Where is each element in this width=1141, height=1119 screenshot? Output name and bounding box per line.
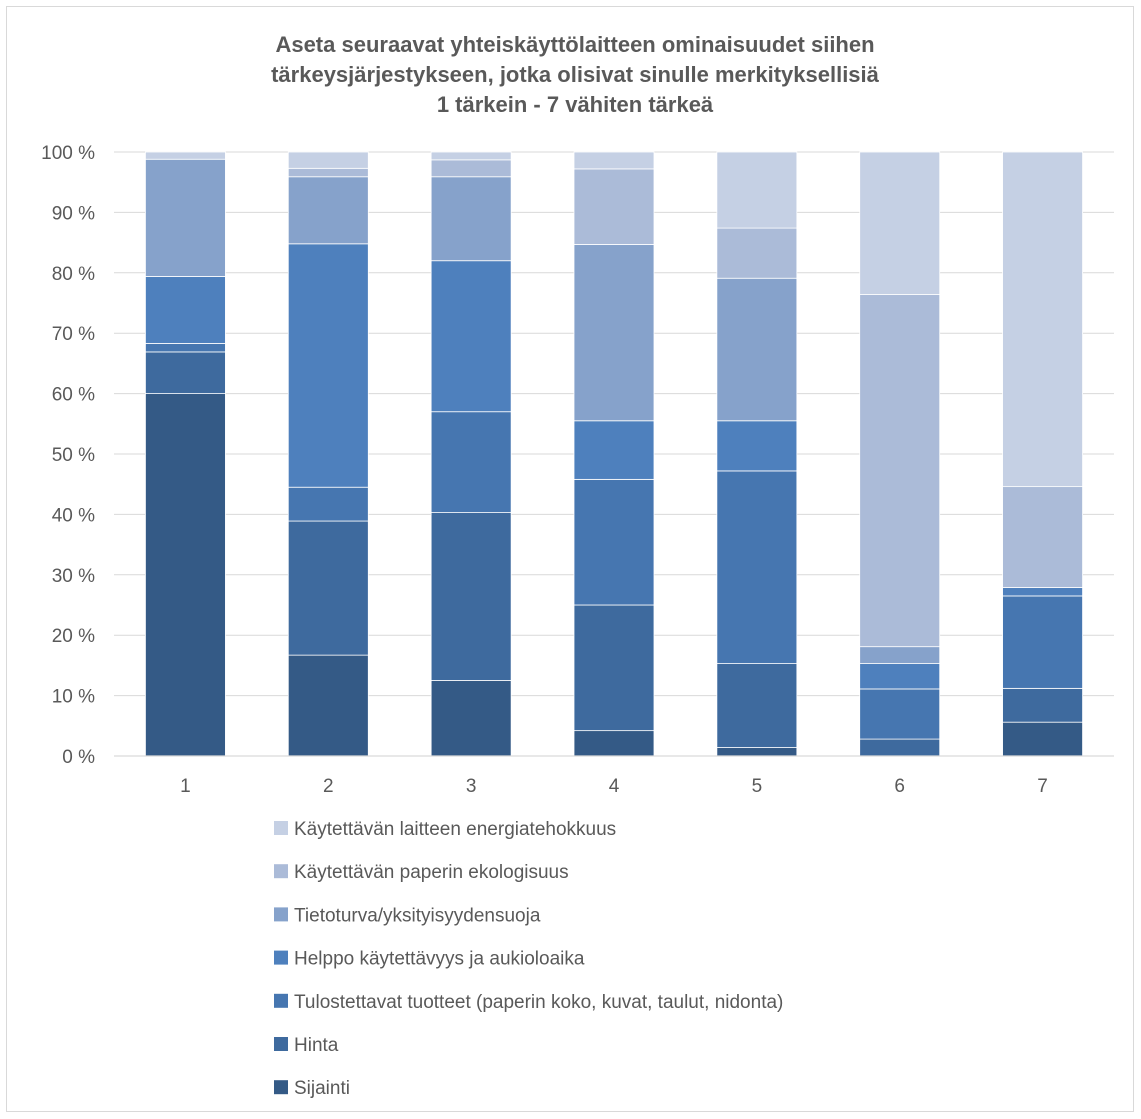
bar-segment-2-s2 — [287, 486, 369, 522]
legend-label: Helppo käytettävyys ja aukioloaika — [294, 949, 585, 970]
bar-segment-4-s1 — [573, 604, 655, 732]
bar-segment-5-s5 — [716, 227, 798, 279]
legend-swatch — [274, 864, 288, 879]
x-axis: 1 2 3 4 5 6 7 — [114, 755, 1114, 797]
bar-segment-3-s6 — [430, 151, 512, 161]
legend-label: Käytettävän paperin ekologisuus — [294, 862, 569, 883]
x-tick-label: 5 — [752, 776, 763, 797]
bars — [145, 151, 1083, 757]
bar-segment-1-s2 — [145, 343, 226, 353]
x-tick-label: 3 — [466, 776, 477, 797]
bar-segment-6-s6 — [859, 151, 941, 295]
bar-segment-3-s3 — [430, 260, 512, 413]
bar-segment-4-s6 — [573, 151, 655, 170]
legend-label: Tulostettavat tuotteet (paperin koko, ku… — [294, 992, 783, 1013]
chart-title: Aseta seuraavat yhteiskäyttölaitteen omi… — [271, 32, 880, 117]
bar-segment-3-s5 — [430, 159, 512, 178]
legend-item: Helppo käytettävyys ja aukioloaika — [274, 949, 585, 970]
bar-segment-2-s0 — [287, 654, 369, 757]
bar-segment-2-s6 — [287, 151, 369, 169]
y-tick-label: 10 % — [52, 687, 95, 708]
legend-item: Tietoturva/yksityisyydensuoja — [274, 905, 541, 926]
bar-segment-3-s1 — [430, 512, 512, 681]
bar-segment-6-s3 — [859, 663, 941, 690]
bar-segment-5-s2 — [716, 470, 798, 664]
bar-segment-1-s0 — [145, 393, 226, 757]
legend-item: Käytettävän paperin ekologisuus — [274, 862, 569, 883]
bar-segment-1-s3 — [145, 276, 226, 344]
legend-swatch — [274, 821, 288, 835]
bar-segment-2-s5 — [287, 167, 369, 178]
legend-swatch — [274, 950, 288, 965]
bar-segment-6-s4 — [859, 646, 941, 664]
bar-segment-1-s1 — [145, 351, 226, 395]
y-tick-label: 100 % — [41, 143, 95, 164]
y-tick-label: 50 % — [52, 445, 95, 466]
x-tick-label: 2 — [323, 776, 334, 797]
chart-title-line-2: tärkeysjärjestykseen, jotka olisivat sin… — [271, 62, 880, 87]
bar-segment-4-s5 — [573, 168, 655, 245]
bar-segment-1-s4 — [145, 158, 226, 277]
legend-swatch — [274, 993, 288, 1008]
bar-segment-6-s1 — [859, 738, 941, 757]
bar-segment-6-s5 — [859, 294, 941, 648]
bar-segment-2-s1 — [287, 520, 369, 656]
y-tick-label: 60 % — [52, 385, 95, 406]
legend: Käytettävän laitteen energiatehokkuus Käy… — [274, 819, 783, 1099]
bar-segment-5-s1 — [716, 663, 798, 748]
legend-item: Tulostettavat tuotteet (paperin koko, ku… — [274, 992, 783, 1013]
bar-segment-4-s0 — [573, 730, 655, 757]
x-tick-label: 6 — [894, 776, 905, 797]
chart-title-line-1: Aseta seuraavat yhteiskäyttölaitteen omi… — [275, 32, 874, 57]
bar-segment-4-s3 — [573, 420, 655, 480]
legend-swatch — [274, 907, 288, 922]
bar-segment-2-s3 — [287, 243, 369, 488]
bar-segment-7-s2 — [1002, 595, 1083, 689]
legend-item: Käytettävän laitteen energiatehokkuus — [274, 819, 616, 840]
legend-swatch — [274, 1037, 288, 1051]
legend-label: Hinta — [294, 1035, 339, 1056]
x-tick-label: 7 — [1037, 776, 1048, 797]
y-axis: 0 % 10 % 20 % 30 % 40 % 50 % 60 % 70 % 80 % 90 % 1… — [41, 143, 95, 768]
y-tick-label: 80 % — [52, 264, 95, 285]
bar-segment-3-s2 — [430, 411, 512, 513]
bar-segment-7-s0 — [1002, 721, 1083, 757]
y-tick-label: 30 % — [52, 566, 95, 587]
bar-segment-5-s4 — [716, 277, 798, 422]
bar-segment-7-s5 — [1002, 486, 1083, 588]
y-tick-label: 70 % — [52, 324, 95, 345]
bar-segment-4-s4 — [573, 244, 655, 422]
bar-segment-5-s0 — [716, 747, 798, 757]
bar-segment-1-s6 — [145, 151, 226, 160]
bar-segment-5-s6 — [716, 151, 798, 229]
bar-segment-7-s6 — [1002, 151, 1083, 488]
bar-segment-5-s3 — [716, 420, 798, 472]
legend-label: Käytettävän laitteen energiatehokkuus — [294, 819, 616, 840]
y-tick-label: 40 % — [52, 505, 95, 526]
legend-item: Hinta — [274, 1035, 339, 1056]
y-tick-label: 20 % — [52, 626, 95, 647]
y-tick-label: 90 % — [52, 203, 95, 224]
x-tick-label: 1 — [180, 776, 191, 797]
bar-segment-6-s2 — [859, 688, 941, 740]
legend-label: Sijainti — [294, 1078, 350, 1099]
x-tick-label: 4 — [609, 776, 620, 797]
bar-segment-2-s4 — [287, 176, 369, 245]
bar-segment-4-s2 — [573, 478, 655, 606]
bar-segment-3-s4 — [430, 176, 512, 262]
bar-segment-3-s0 — [430, 680, 512, 757]
bar-segment-7-s3 — [1002, 587, 1083, 597]
bar-segment-7-s1 — [1002, 687, 1083, 723]
legend-item: Sijainti — [274, 1078, 350, 1099]
chart-title-line-3: 1 tärkein - 7 vähiten tärkeä — [437, 92, 714, 117]
y-tick-label: 0 % — [62, 747, 95, 768]
legend-label: Tietoturva/yksityisyydensuoja — [294, 905, 541, 926]
legend-swatch — [274, 1080, 288, 1095]
